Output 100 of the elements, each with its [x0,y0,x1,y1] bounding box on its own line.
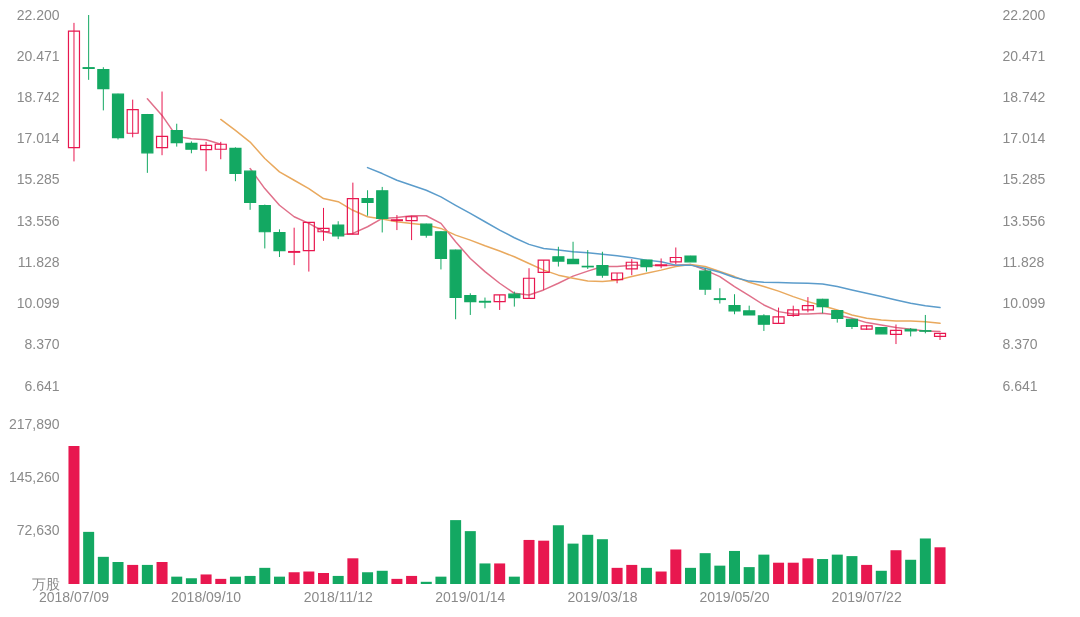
candlestick [126,99,139,138]
bar [699,553,711,584]
candlestick [405,215,418,241]
bar [347,558,359,584]
candlestick [655,257,668,269]
bar [655,571,667,584]
bar [288,572,300,584]
bar [890,550,902,584]
bar [596,539,608,584]
bar [758,554,770,584]
candlestick [361,189,374,217]
bar [508,576,520,584]
candlestick [552,246,565,268]
x-tick-label: 2019/05/20 [699,588,770,605]
candlestick [596,251,609,279]
bar [743,567,755,584]
bar [112,561,124,584]
bar [391,578,403,584]
y-tick-label: 217,890 [8,415,60,432]
candlestick [801,296,815,313]
bar [229,576,241,584]
bar [714,565,726,584]
candlestick [610,272,624,284]
candlestick [273,228,286,258]
y-tick-label: 145,260 [8,468,60,485]
bar [244,575,256,584]
candlestick [699,267,712,296]
y-tick-label: 18.742 [16,88,60,105]
bar [611,567,623,584]
candlestick [933,332,947,341]
y2-tick-label: 17.014 [1002,130,1046,147]
bar [626,564,638,584]
bar [171,576,183,584]
x-tick-label: 2019/07/22 [831,588,902,605]
y-tick-label: 10.099 [16,295,60,312]
bar [127,564,139,584]
y2-tick-label: 10.099 [1002,295,1046,312]
candlestick [199,141,213,172]
bar [802,558,814,584]
y2-tick-label: 13.556 [1002,212,1046,229]
bar [817,559,829,584]
candlestick [82,14,95,81]
candlestick [155,91,169,156]
x-tick-label: 2018/09/10 [171,588,242,605]
bar [435,576,447,584]
bar [68,445,80,584]
x-tick-label: 2018/11/12 [303,588,373,605]
bar [215,578,227,584]
y2-tick-label: 18.742 [1002,88,1046,105]
candlestick [288,227,301,266]
candlestick [317,207,330,242]
y-tick-label: 8.370 [24,336,60,353]
candlestick [713,287,726,305]
bar [523,539,535,584]
bar [97,556,109,584]
y-tick-label: 17.014 [16,130,60,147]
y-tick-label: 6.641 [24,377,60,394]
line-series [366,166,941,309]
candlestick [537,259,550,291]
bar [729,550,741,584]
bar [934,547,946,584]
bar [919,538,931,584]
bar [332,575,344,584]
y-tick-label: 15.285 [16,171,60,188]
bar [538,540,550,584]
bar [259,567,271,584]
y2-tick-label: 11.828 [1002,253,1045,270]
bar [640,567,652,584]
bar [552,525,564,584]
bar [582,534,594,584]
candlestick [346,182,359,235]
bar [567,543,579,584]
candlestick [522,267,536,300]
candlestick [728,293,741,315]
candlestick [566,241,580,265]
bar [420,581,432,584]
bar [773,562,785,584]
bar [406,575,418,584]
bar [787,562,799,584]
candlestick [302,221,315,273]
y-tick-label: 20.471 [16,47,60,64]
y2-tick-label: 15.285 [1002,171,1046,188]
bar [83,531,95,584]
y-tick-label: 22.200 [16,6,60,23]
candlestick [464,292,477,316]
y2-tick-label: 20.471 [1002,47,1046,64]
line-series [220,118,941,325]
bar [362,572,374,584]
y2-tick-label: 22.200 [1002,6,1046,23]
bar [831,554,843,584]
candlestick [170,123,183,148]
bar [479,563,491,584]
y-tick-label: 72,630 [16,522,60,539]
candlestick [390,214,404,231]
bar [303,571,315,584]
bar [861,564,873,584]
candlestick [478,297,492,309]
bar [464,531,476,584]
candlestick [97,66,110,111]
bar [494,563,506,584]
